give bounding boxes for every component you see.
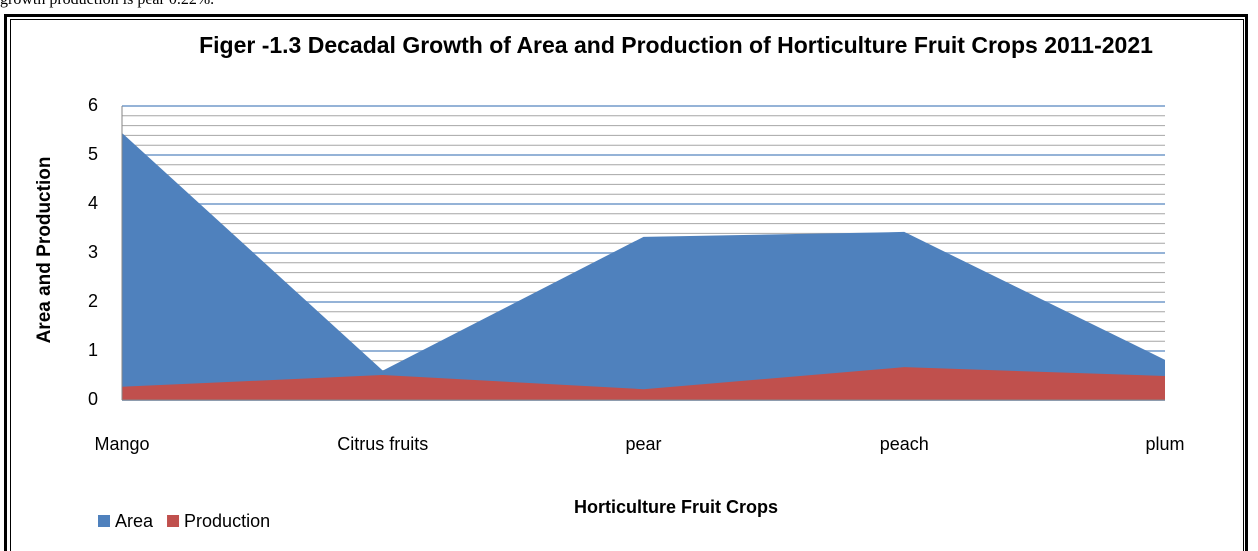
x-tick-label: Mango xyxy=(94,434,149,454)
chart-border xyxy=(4,14,1248,551)
y-tick-label: 4 xyxy=(88,193,98,213)
x-tick-label: plum xyxy=(1145,434,1184,454)
y-tick-label: 6 xyxy=(88,95,98,115)
y-tick-label: 1 xyxy=(88,340,98,360)
chart-title: Figer -1.3 Decadal Growth of Area and Pr… xyxy=(199,32,1153,58)
document-text: growth production is pear 0.22%. xyxy=(0,0,214,9)
legend-label: Production xyxy=(184,511,270,531)
x-tick-label: pear xyxy=(625,434,661,454)
y-tick-label: 0 xyxy=(88,389,98,409)
y-tick-label: 3 xyxy=(88,242,98,262)
legend-swatch xyxy=(98,515,110,527)
y-tick-label: 2 xyxy=(88,291,98,311)
area xyxy=(122,367,1165,400)
y-axis-label: Area and Production xyxy=(34,157,55,344)
legend-swatch xyxy=(167,515,180,527)
legend-label: Area xyxy=(115,511,154,531)
chart-border-inner xyxy=(10,19,1244,551)
area xyxy=(122,132,1165,400)
x-axis-label: Horticulture Fruit Crops xyxy=(574,497,778,517)
x-tick-label: Citrus fruits xyxy=(337,434,428,454)
y-tick-label: 5 xyxy=(88,144,98,164)
x-tick-label: peach xyxy=(880,434,929,454)
